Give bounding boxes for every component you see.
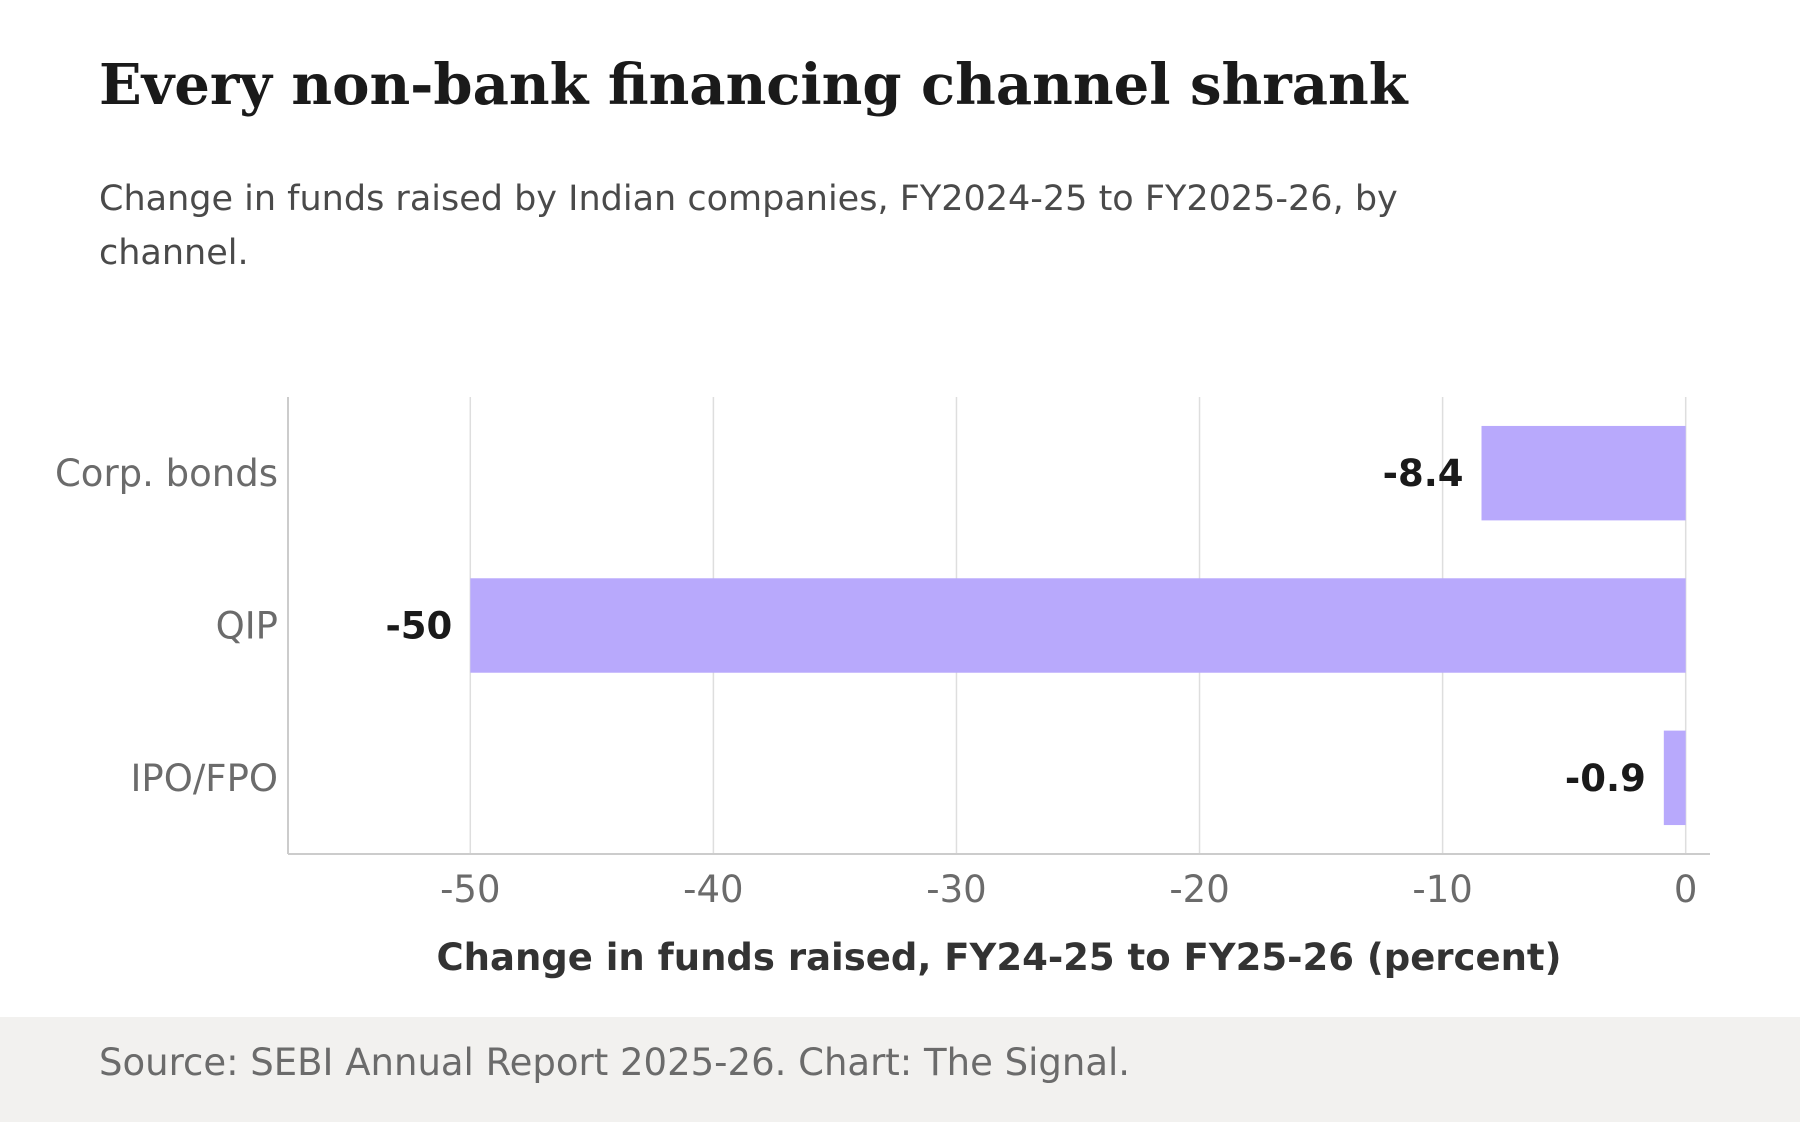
bar-value-label: -8.4 bbox=[1383, 452, 1464, 495]
x-tick-label: -40 bbox=[683, 868, 743, 911]
x-tick-label: -50 bbox=[440, 868, 500, 911]
bar-chart: -50 -40 -30 -20 -10 0 Corp. bonds -8.4 QIP -50 IPO… bbox=[55, 397, 1710, 979]
axes bbox=[287, 397, 1710, 855]
bar bbox=[1663, 730, 1686, 826]
x-tick-label: -30 bbox=[926, 868, 986, 911]
chart-title: Every non-bank financing channel shrank bbox=[99, 52, 1408, 118]
x-axis-title: Change in funds raised, FY24-25 to FY25-… bbox=[436, 936, 1561, 979]
y-category-label: IPO/FPO bbox=[130, 757, 278, 800]
bar bbox=[1481, 425, 1686, 521]
chart-subtitle: Change in funds raised by Indian compani… bbox=[99, 179, 1398, 273]
bars bbox=[470, 425, 1686, 826]
x-tick-label: 0 bbox=[1674, 868, 1698, 911]
footer: Source: SEBI Annual Report 2025-26. Char… bbox=[0, 1017, 1800, 1122]
labels: -50 -40 -30 -20 -10 0 Corp. bonds -8.4 QIP -50 IPO… bbox=[55, 452, 1697, 979]
x-tick-label: -20 bbox=[1169, 868, 1229, 911]
bar-value-label: -0.9 bbox=[1565, 757, 1646, 800]
bar bbox=[470, 578, 1686, 673]
x-tick-label: -10 bbox=[1412, 868, 1472, 911]
y-category-label: Corp. bonds bbox=[55, 452, 278, 495]
bar-value-label: -50 bbox=[385, 605, 452, 648]
y-category-label: QIP bbox=[216, 605, 278, 648]
source-note: Source: SEBI Annual Report 2025-26. Char… bbox=[99, 1041, 1131, 1084]
